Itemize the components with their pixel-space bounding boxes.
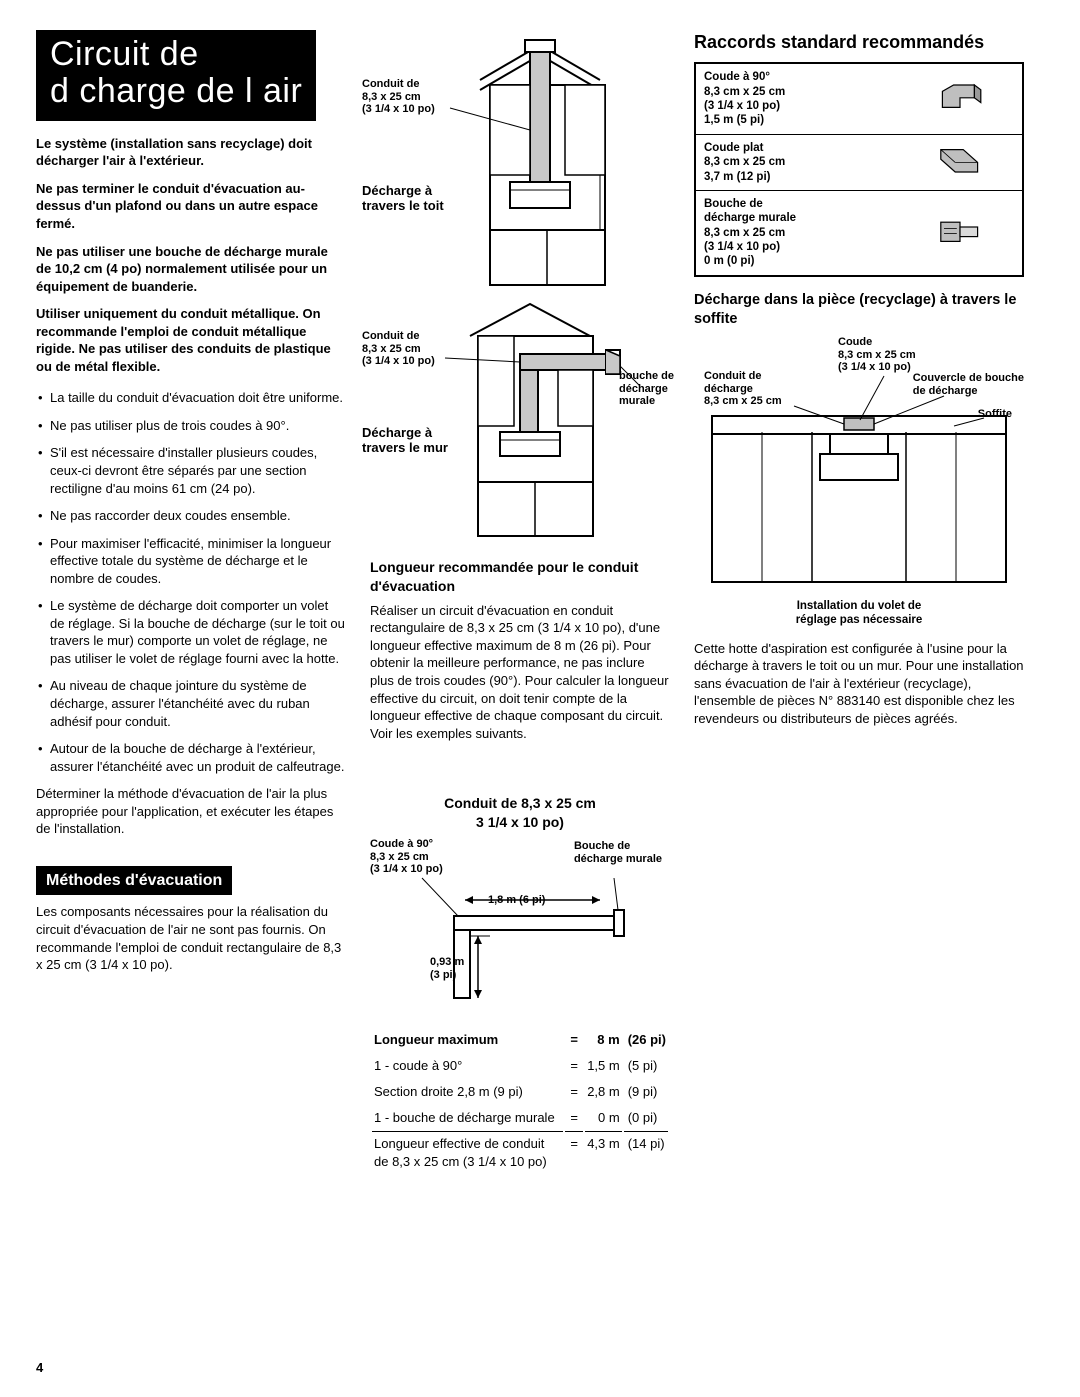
calc-sum-unit: (14 pi) [624,1131,668,1173]
calc-row-label: 1 - bouche de décharge murale [372,1106,563,1130]
list-item: Ne pas raccorder deux coudes ensemble. [36,507,346,525]
guidelines-list: La taille du conduit d'évacuation doit ê… [36,389,346,775]
methods-heading: Méthodes d'évacuation [36,866,232,896]
list-item: S'il est nécessaire d'installer plusieur… [36,444,346,497]
fittings-heading: Raccords standard recommandés [694,30,1024,54]
example-elbow-label: Coude à 90° 8,3 x 25 cm (3 1/4 x 10 po) [370,838,443,876]
column-middle: Conduit de 8,3 x 25 cm (3 1/4 x 10 po) D… [370,30,670,1175]
calc-row-unit: (9 pi) [624,1080,668,1104]
rec-length-para: Réaliser un circuit d'évacuation en cond… [370,602,670,742]
page-number: 4 [36,1359,43,1377]
warning-2: Ne pas terminer le conduit d'évacuation … [36,180,346,233]
calc-row-val: 1,5 m [585,1054,622,1078]
rec-length-heading: Longueur recommandée pour le conduit d'é… [370,558,670,596]
calc-max-label: Longueur maximum [372,1028,563,1053]
table-row: Bouche de décharge murale 8,3 cm x 25 cm… [695,190,1023,275]
flat-elbow-icon [936,143,984,177]
list-item: Le système de décharge doit comporter un… [36,597,346,667]
wall-discharge-diagram [370,296,670,546]
example-wallcap-label: Bouche de décharge murale [574,840,662,865]
list-item: La taille du conduit d'évacuation doit ê… [36,389,346,407]
warning-1: Le système (installation sans recyclage)… [36,135,346,170]
methods-para: Les composants nécessaires pour la réali… [36,903,346,973]
page-content: Circuit de d charge de l air Le système … [36,30,1044,1175]
warning-3: Ne pas utiliser une bouche de décharge m… [36,243,346,296]
page-title: Circuit de d charge de l air [36,30,316,121]
table-row: Coude plat 8,3 cm x 25 cm 3,7 m (12 pi) [695,134,1023,190]
title-line-1: Circuit de [50,36,302,73]
length-calculation-table: Longueur maximum = 8 m (26 pi) 1 - coude… [370,1026,670,1175]
list-item: Au niveau de chaque jointure du système … [36,677,346,730]
title-line-2: d charge de l air [50,73,302,110]
column-right: Raccords standard recommandés Coude à 90… [694,30,1024,1175]
wall-cap-icon [936,214,984,248]
fittings-table: Coude à 90° 8,3 cm x 25 cm (3 1/4 x 10 p… [694,62,1024,277]
soffite-conduit-label: Conduit de décharge 8,3 cm x 25 cm [704,370,782,408]
roof-discharge-diagram [370,30,670,290]
soffite-coude-label: Coude 8,3 cm x 25 cm (3 1/4 x 10 po) [838,336,916,374]
calc-row-label: Section droite 2,8 m (9 pi) [372,1080,563,1104]
soffite-caption: Installation du volet de réglage pas néc… [694,600,1024,628]
soffite-soffite-label: Soffite [978,408,1012,421]
soffite-couvercle-label: Couvercle de bouche de décharge [913,372,1024,397]
list-item: Autour de la bouche de décharge à l'exté… [36,740,346,775]
calc-max-unit: (26 pi) [624,1028,668,1053]
column-left: Circuit de d charge de l air Le système … [36,30,346,1175]
calc-sum-label: Longueur effective de conduit de 8,3 x 2… [372,1131,563,1173]
calc-sum-val: 4,3 m [585,1131,622,1173]
calc-row-val: 0 m [585,1106,622,1130]
calc-row-val: 2,8 m [585,1080,622,1104]
list-item: Ne pas utiliser plus de trois coudes à 9… [36,417,346,435]
calc-row-label: 1 - coude à 90° [372,1054,563,1078]
fitting-name: Bouche de décharge murale 8,3 cm x 25 cm… [695,190,898,275]
elbow-90-icon [936,80,984,114]
conduit-example-diagram: Coude à 90° 8,3 x 25 cm (3 1/4 x 10 po) … [370,838,670,1018]
determine-method-para: Déterminer la méthode d'évacuation de l'… [36,785,346,838]
example-horiz-dim: 1,8 m (6 pi) [488,894,545,907]
example-vert-dim: 0,93 m (3 pi) [430,956,464,981]
warning-4: Utiliser uniquement du conduit métalliqu… [36,305,346,375]
soffite-para: Cette hotte d'aspiration est configurée … [694,640,1024,728]
conduit-example-heading: Conduit de 8,3 x 25 cm 3 1/4 x 10 po) [370,794,670,832]
calc-max-val: 8 m [585,1028,622,1053]
soffite-heading: Décharge dans la pièce (recyclage) à tra… [694,291,1024,330]
list-item: Pour maximiser l'efficacité, minimiser l… [36,535,346,588]
fitting-name: Coude plat 8,3 cm x 25 cm 3,7 m (12 pi) [695,134,898,190]
table-row: Coude à 90° 8,3 cm x 25 cm (3 1/4 x 10 p… [695,63,1023,134]
calc-row-unit: (0 pi) [624,1106,668,1130]
fitting-name: Coude à 90° 8,3 cm x 25 cm (3 1/4 x 10 p… [695,63,898,134]
calc-row-unit: (5 pi) [624,1054,668,1078]
